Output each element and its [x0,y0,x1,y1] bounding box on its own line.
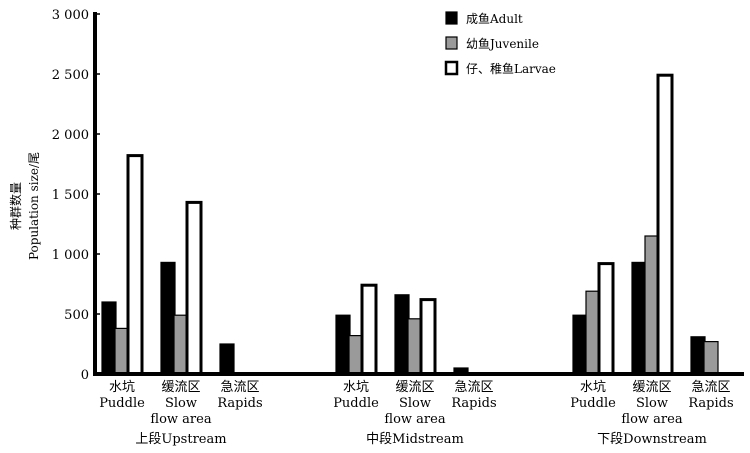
bar-larvae [360,283,378,376]
category-label: flow area [384,412,445,427]
category-label: 水坑 [343,380,369,395]
group-label: 上段Upstream [135,432,226,447]
x-group-labels: 上段Upstream 中段Midstream 下段Downstream [135,432,706,447]
category-label: Puddle [333,396,379,411]
y-tick-label: 0 [81,368,89,383]
category-label: 缓流区 [395,380,434,395]
category-label: 水坑 [580,380,606,395]
group-label: 下段Downstream [597,432,707,447]
y-tick-label: 1 500 [52,188,89,203]
legend-label-adult: 成鱼Adult [466,12,523,26]
bar-adult [101,301,117,375]
category-label: 缓流区 [632,380,671,395]
legend: 成鱼Adult 幼鱼Juvenile 仔、稚鱼Larvae [444,11,556,76]
category-label: Rapids [451,396,496,411]
category-label: 急流区 [220,380,259,395]
y-axis-title: 种群数量 Population size/尾 [8,152,41,260]
legend-swatch-larvae [444,60,459,76]
legend-label-larvae: 仔、稚鱼Larvae [466,62,556,76]
category-label: flow area [150,412,211,427]
bar-adult [335,314,351,375]
group-label: 中段Midstream [366,432,464,447]
legend-swatch-juvenile [445,36,458,50]
axes [93,12,744,376]
y-tick-label: 2 500 [52,68,89,83]
category-label: Slow [399,396,431,411]
category-label: flow area [621,412,682,427]
category-label: Slow [636,396,668,411]
bar-adult [572,314,588,375]
bar-larvae [126,154,144,376]
bar-larvae [656,73,674,376]
category-label: Puddle [570,396,616,411]
y-tick-label: 2 000 [52,128,89,143]
legend-label-juvenile: 幼鱼Juvenile [466,37,539,51]
category-label: 急流区 [691,380,730,395]
bar-larvae [419,298,437,376]
y-axis-title-zh: 种群数量 [8,182,23,230]
y-tick-label: 3 000 [52,8,89,23]
bar-adult [690,336,706,375]
category-label: 水坑 [109,380,135,395]
bar-adult [219,343,235,375]
y-tick-label: 1 000 [52,248,89,263]
bar-juvenile [703,341,719,375]
category-label: Rapids [688,396,733,411]
y-tick-label: 500 [64,308,89,323]
bar-larvae [597,262,615,376]
category-label: 急流区 [454,380,493,395]
bar-adult [160,261,176,375]
bar-adult [394,294,410,375]
y-axis-ticks: 0 500 1 000 1 500 2 000 2 500 3 000 [52,8,100,383]
bar-larvae [185,200,203,376]
category-label: Puddle [99,396,145,411]
bar-adult [631,261,647,375]
category-label: Slow [165,396,197,411]
legend-swatch-adult [445,11,458,25]
category-label: 缓流区 [161,380,200,395]
bars [101,73,719,376]
y-axis-title-en: Population size/尾 [27,152,41,260]
category-label: Rapids [217,396,262,411]
